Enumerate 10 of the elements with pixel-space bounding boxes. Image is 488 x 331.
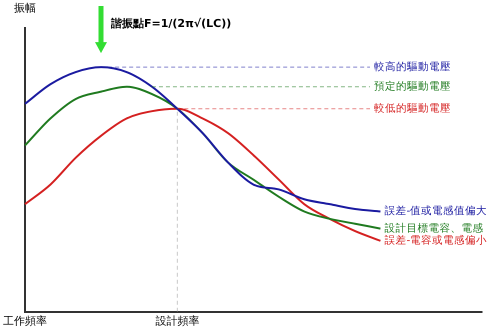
ref-line-label: 較低的驅動電壓 [374, 102, 451, 114]
series-label: 誤差-電容或電感偏小 [384, 234, 488, 247]
ref-line-label: 預定的驅動電壓 [374, 79, 451, 92]
series-label: 誤差-值或電感值偏大 [384, 204, 488, 218]
x-tick-label: 設計頻率 [155, 314, 200, 328]
x-tick-label: 工作頻率 [3, 314, 47, 328]
series-label: 設計目標電容、電感 [384, 221, 484, 234]
y-axis-title: 振幅 [14, 1, 36, 14]
text: 諧振點F=1/(2π√(LC)) [110, 16, 232, 30]
ref-line-label: 較高的驅動電壓 [374, 60, 451, 73]
